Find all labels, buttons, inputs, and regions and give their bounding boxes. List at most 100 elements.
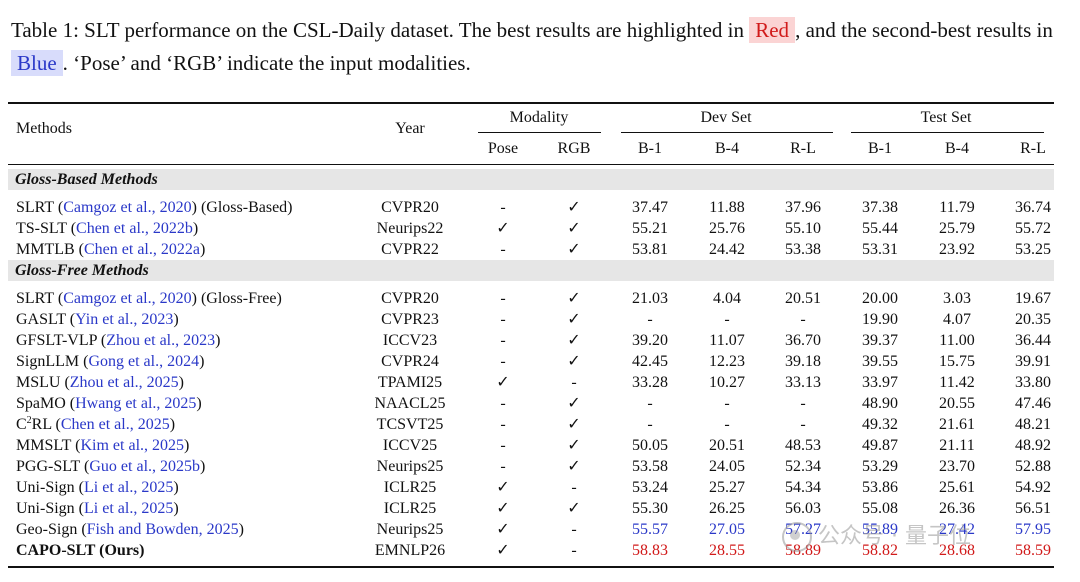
header-metric: B-1	[638, 140, 662, 157]
year-cell: CVPR20	[381, 199, 439, 216]
method-name: PGG-SLT	[16, 458, 81, 475]
rgb-cell: ✓	[567, 353, 581, 370]
metric-value-cell: 33.80	[1015, 374, 1051, 391]
citation-link[interactable]: Kim et al., 2025	[80, 437, 185, 454]
metric-value-cell: 54.34	[785, 479, 821, 496]
metric-value-cell: 36.70	[785, 332, 821, 349]
pose-cell: ✓	[496, 374, 510, 391]
metric-value-cell: 47.46	[1015, 395, 1051, 412]
method-name: Geo-Sign	[16, 521, 78, 538]
citation-link[interactable]: Guo et al., 2025b	[89, 458, 201, 475]
method-cell: SLRT (Camgoz et al., 2020) (Gloss-Based)	[16, 199, 293, 216]
metric-value-cell: 53.29	[862, 458, 898, 475]
metric-value-cell: 58.59	[1015, 542, 1051, 559]
metric-value-cell: 33.28	[632, 374, 668, 391]
metric-value-cell: 55.30	[632, 500, 668, 517]
method-name: SLRT	[16, 290, 54, 307]
method-cell: MMTLB (Chen et al., 2022a)	[16, 241, 206, 258]
metric-value-cell: 12.23	[709, 353, 745, 370]
metric-value-cell: 39.91	[1015, 353, 1051, 370]
pose-cell: -	[500, 395, 506, 412]
citation-link[interactable]: Yin et al., 2023	[75, 311, 174, 328]
citation-link[interactable]: Camgoz et al., 2020	[63, 290, 192, 307]
method-name: SLRT	[16, 199, 54, 216]
metric-value-cell: 25.79	[939, 220, 975, 237]
year-cell: CVPR24	[381, 353, 439, 370]
metric-value-cell: 48.53	[785, 437, 821, 454]
metric-value-cell: 56.03	[785, 500, 821, 517]
metric-value-cell: 36.74	[1015, 199, 1051, 216]
bottom-rule	[8, 566, 1054, 568]
metric-value-cell: -	[800, 416, 806, 433]
metric-value-cell: 55.10	[785, 220, 821, 237]
year-cell: EMNLP26	[374, 542, 446, 559]
metric-value-cell: 52.34	[785, 458, 821, 475]
citation-link[interactable]: Fish and Bowden, 2025	[86, 521, 239, 538]
metric-value-cell: 21.03	[632, 290, 668, 307]
top-rule	[8, 102, 1054, 104]
metric-value-cell: 19.67	[1015, 290, 1051, 307]
year-cell: CVPR22	[381, 241, 439, 258]
citation-link[interactable]: Hwang et al., 2025	[75, 395, 197, 412]
method-cell: SignLLM (Gong et al., 2024)	[16, 353, 205, 370]
year-cell: ICCV25	[382, 437, 438, 454]
year-cell: Neurips25	[376, 521, 444, 538]
rgb-cell: ✓	[567, 220, 581, 237]
citation-link[interactable]: Li et al., 2025	[84, 479, 174, 496]
metric-value-cell: 28.68	[939, 542, 975, 559]
pose-cell: ✓	[496, 500, 510, 517]
header-rule	[8, 164, 1054, 165]
year-cell: CVPR20	[381, 290, 439, 307]
metric-value-cell: 55.57	[632, 521, 668, 538]
method-name: GFSLT-VLP	[16, 332, 97, 349]
dev-set-rule	[621, 132, 833, 133]
citation-link[interactable]: Zhou et al., 2025	[69, 374, 179, 391]
rgb-cell: ✓	[567, 241, 581, 258]
method-name: MMSLT	[16, 437, 72, 454]
method-cell: Uni-Sign (Li et al., 2025)	[16, 500, 179, 517]
metric-value-cell: 25.76	[709, 220, 745, 237]
metric-value-cell: 39.37	[862, 332, 898, 349]
rgb-cell: ✓	[567, 437, 581, 454]
method-name: SignLLM	[16, 353, 80, 370]
header-metric: B-4	[715, 140, 739, 157]
method-cell: PGG-SLT (Guo et al., 2025b)	[16, 458, 206, 475]
test-set-rule	[851, 132, 1044, 133]
metric-value-cell: 39.55	[862, 353, 898, 370]
metric-value-cell: 49.87	[862, 437, 898, 454]
method-name: Uni-Sign	[16, 479, 75, 496]
rgb-cell: ✓	[567, 416, 581, 433]
metric-value-cell: 21.11	[939, 437, 975, 454]
rgb-cell: ✓	[567, 332, 581, 349]
table-caption: Table 1: SLT performance on the CSL-Dail…	[11, 14, 1071, 80]
rgb-cell: -	[571, 542, 577, 559]
citation-link[interactable]: Gong et al., 2024	[88, 353, 200, 370]
citation-link[interactable]: Zhou et al., 2023	[106, 332, 216, 349]
pose-cell: ✓	[496, 479, 510, 496]
header-modality: Modality	[509, 109, 569, 126]
year-cell: NAACL25	[374, 395, 446, 412]
section-label: Gloss-Free Methods	[15, 262, 149, 279]
citation-link[interactable]: Camgoz et al., 2020	[63, 199, 192, 216]
citation-link[interactable]: Chen et al., 2022b	[76, 220, 193, 237]
pose-cell: -	[500, 241, 506, 258]
pose-cell: -	[500, 416, 506, 433]
method-cell: GFSLT-VLP (Zhou et al., 2023)	[16, 332, 221, 349]
metric-value-cell: 20.00	[862, 290, 898, 307]
metric-value-cell: 20.35	[1015, 311, 1051, 328]
method-name: GASLT	[16, 311, 66, 328]
section-label: Gloss-Based Methods	[15, 171, 158, 188]
metric-value-cell: 21.61	[939, 416, 975, 433]
method-cell: C2RL (Chen et al., 2025)	[16, 415, 176, 434]
header-methods: Methods	[16, 120, 72, 137]
metric-value-cell: 56.51	[1015, 500, 1051, 517]
citation-link[interactable]: Li et al., 2025	[84, 500, 174, 517]
method-cell: GASLT (Yin et al., 2023)	[16, 311, 179, 328]
citation-link[interactable]: Chen et al., 2025	[60, 416, 170, 433]
method-cell: TS-SLT (Chen et al., 2022b)	[16, 220, 199, 237]
method-name: Uni-Sign	[16, 500, 75, 517]
metric-value-cell: 27.05	[709, 521, 745, 538]
citation-link[interactable]: Chen et al., 2022a	[84, 241, 200, 258]
method-name: C	[16, 416, 27, 433]
pose-cell: -	[500, 332, 506, 349]
